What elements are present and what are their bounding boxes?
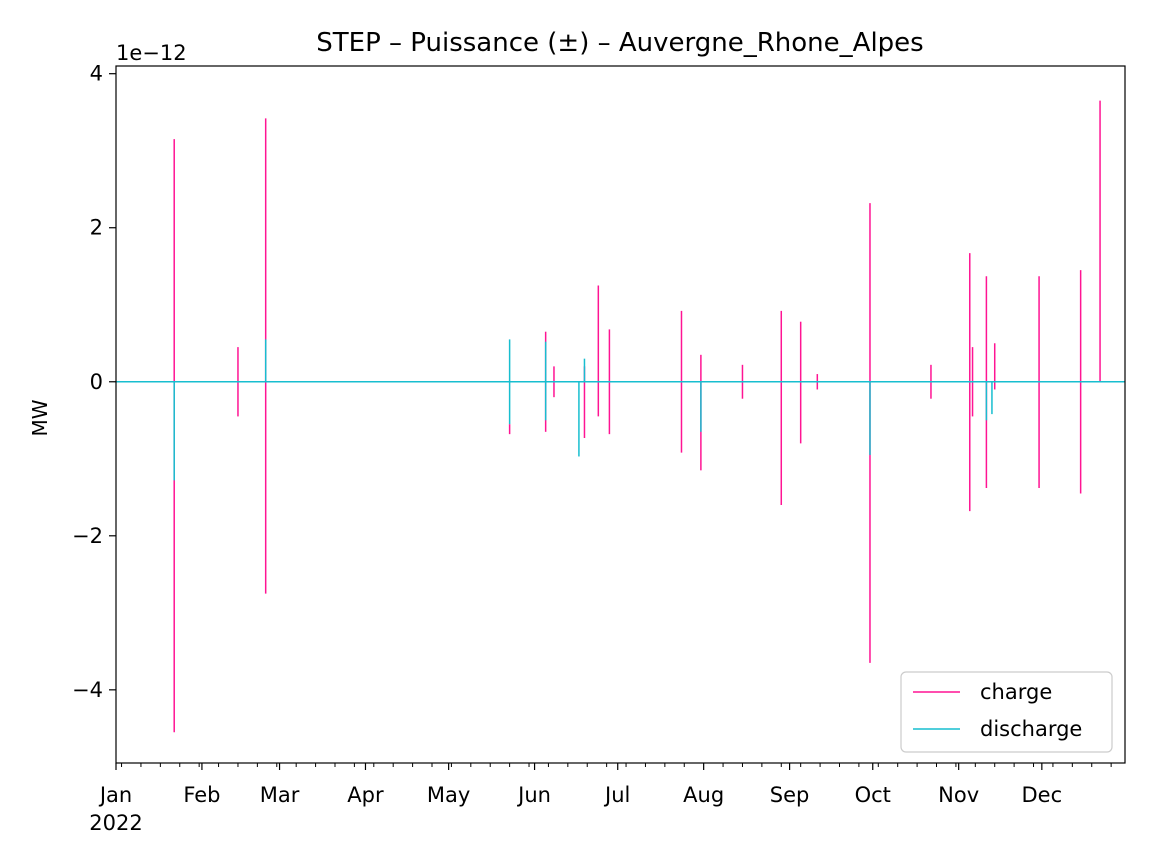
x-tick-label-5: Jun — [516, 783, 551, 807]
x-tick-label-2: Mar — [260, 783, 300, 807]
y-tick-label-3: −2 — [72, 524, 103, 548]
x-tick-label-9: Oct — [855, 783, 891, 807]
x-tick-label-7: Aug — [683, 783, 724, 807]
x-tick-label-1: Feb — [183, 783, 220, 807]
x-tick-label-6: Jul — [603, 783, 630, 807]
x-tick-sublabel-0: 2022 — [89, 811, 142, 835]
axes-frame — [115, 65, 1126, 764]
plot-area — [116, 100, 1125, 733]
y-tick-label-1: 2 — [90, 216, 103, 240]
chart-title: STEP – Puissance (±) – Auvergne_Rhone_Al… — [316, 28, 923, 58]
x-tick-label-0: Jan — [98, 783, 132, 807]
y-offset-label: 1e−12 — [116, 41, 187, 65]
x-tick-label-8: Sep — [770, 783, 810, 807]
legend-label-charge: charge — [980, 680, 1052, 704]
x-tick-label-3: Apr — [347, 783, 384, 807]
y-axis-label: MW — [28, 399, 52, 436]
legend-label-discharge: discharge — [980, 717, 1082, 741]
y-tick-label-4: −4 — [72, 678, 103, 702]
x-tick-label-11: Dec — [1022, 783, 1063, 807]
y-tick-label-0: 4 — [90, 62, 103, 86]
x-tick-label-4: May — [427, 783, 470, 807]
x-tick-label-10: Nov — [938, 783, 979, 807]
axis-ticks: 4 2 0 −2 −4 Jan 2022 Feb Mar Apr May Jun Jul Aug Sep Oc… — [72, 62, 1112, 835]
y-tick-label-2: 0 — [90, 370, 103, 394]
legend: charge discharge — [900, 671, 1113, 753]
